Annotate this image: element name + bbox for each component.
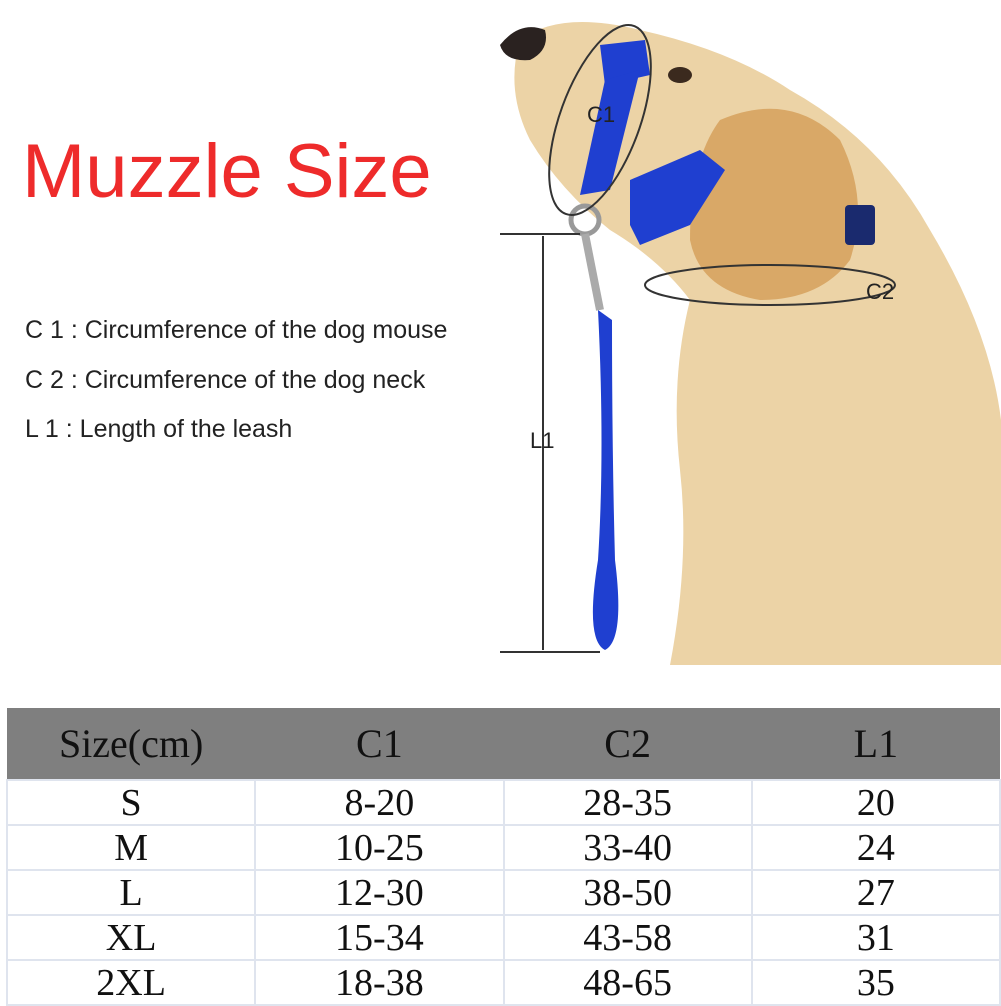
table-cell: 18-38 <box>254 959 505 1006</box>
label-l1: L1 <box>530 428 555 453</box>
label-c2: C2 <box>866 279 895 304</box>
table-row: M 10-25 33-40 24 <box>5 824 1001 871</box>
legend-l1: L 1 : Length of the leash <box>25 415 293 443</box>
header-c1: C1 <box>255 708 504 780</box>
table-cell: 48-65 <box>502 959 753 1006</box>
page-title: Muzzle Size <box>22 129 432 214</box>
table-row: 2XL 18-38 48-65 35 <box>5 959 1001 1006</box>
label-c1: C1 <box>587 102 616 127</box>
table-cell: XL <box>5 914 257 961</box>
header-l1: L1 <box>751 708 1000 780</box>
table-cell: L <box>5 869 257 916</box>
table-cell: 38-50 <box>502 869 753 916</box>
legend-c2: C 2 : Circumference of the dog neck <box>25 366 426 394</box>
table-row: S 8-20 28-35 20 <box>5 779 1001 826</box>
table-cell: 20 <box>750 779 1001 826</box>
table-cell: 24 <box>750 824 1001 871</box>
table-cell: 33-40 <box>502 824 753 871</box>
dog-photo <box>500 22 1001 665</box>
size-table: Size(cm) C1 C2 L1 S 8-20 28-35 20 M 10-25 33-4… <box>5 708 1001 1006</box>
table-cell: 15-34 <box>254 914 505 961</box>
table-cell: 12-30 <box>254 869 505 916</box>
legend-c1: C 1 : Circumference of the dog mouse <box>25 316 448 344</box>
table-row: L 12-30 38-50 27 <box>5 869 1001 916</box>
table-cell: 8-20 <box>254 779 505 826</box>
header-size: Size(cm) <box>7 708 256 780</box>
table-cell: M <box>5 824 257 871</box>
table-cell: 43-58 <box>502 914 753 961</box>
table-cell: 35 <box>750 959 1001 1006</box>
table-cell: S <box>5 779 257 826</box>
table-cell: 31 <box>750 914 1001 961</box>
table-cell: 2XL <box>5 959 257 1006</box>
table-cell: 28-35 <box>502 779 753 826</box>
table-cell: 10-25 <box>254 824 505 871</box>
table-row: XL 15-34 43-58 31 <box>5 914 1001 961</box>
table-cell: 27 <box>750 869 1001 916</box>
header-c2: C2 <box>503 708 752 780</box>
table-header-row: Size(cm) C1 C2 L1 <box>7 708 1000 780</box>
